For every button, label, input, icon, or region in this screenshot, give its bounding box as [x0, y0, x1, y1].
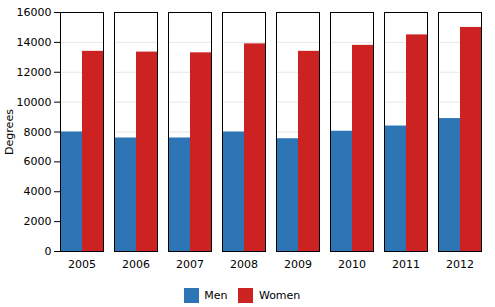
svg-text:16000: 16000	[17, 6, 52, 19]
svg-text:2006: 2006	[122, 258, 150, 271]
svg-text:Degrees: Degrees	[3, 109, 16, 155]
svg-text:2008: 2008	[230, 258, 258, 271]
svg-text:4000: 4000	[24, 185, 52, 198]
svg-text:6000: 6000	[24, 155, 52, 168]
svg-text:2007: 2007	[176, 258, 204, 271]
svg-text:12000: 12000	[17, 66, 52, 79]
html-text:Women: Women	[258, 289, 301, 302]
svg-text:14000: 14000	[17, 36, 52, 49]
svg-text:2012: 2012	[446, 258, 474, 271]
html-text:Men: Men	[204, 289, 228, 302]
svg-text:8000: 8000	[24, 126, 52, 139]
svg-text:10000: 10000	[17, 96, 52, 109]
svg-text:2011: 2011	[392, 258, 420, 271]
svg-text:2000: 2000	[24, 215, 52, 228]
svg-text:0: 0	[45, 245, 52, 258]
svg-text:2005: 2005	[68, 258, 96, 271]
svg-text:2010: 2010	[338, 258, 366, 271]
svg-text:2009: 2009	[284, 258, 312, 271]
